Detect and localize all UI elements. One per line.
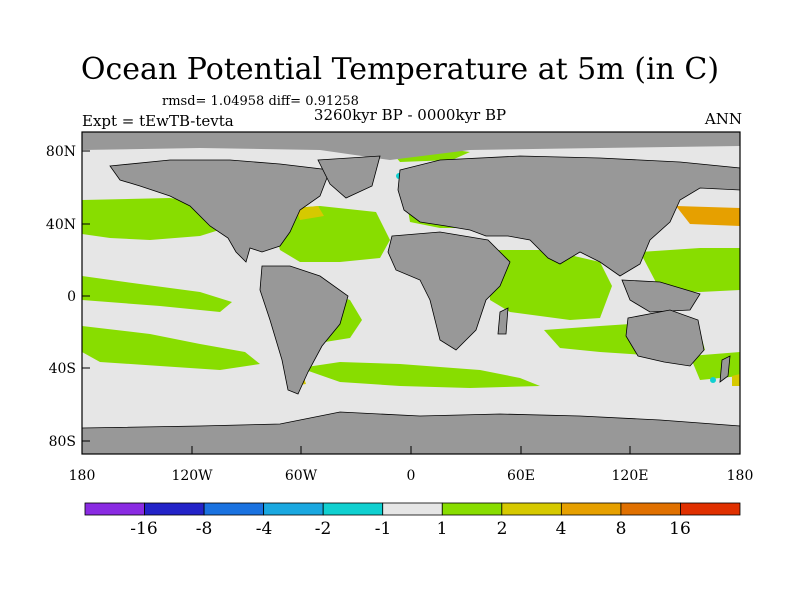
colorbar-label: -2	[315, 519, 332, 539]
anomaly-patch	[82, 326, 260, 370]
colorbar-label: 8	[616, 519, 627, 539]
lat-tick-label: 80S	[49, 434, 76, 450]
experiment-label: Expt = tEwTB-tevta	[82, 112, 234, 130]
colorbar-swatch	[501, 502, 562, 516]
map-title: Ocean Potential Temperature at 5m (in C)	[80, 52, 720, 87]
colorbar-label: 2	[497, 519, 508, 539]
anomaly-patch	[488, 250, 612, 320]
land-north-america	[109, 159, 331, 263]
land-greenland	[317, 155, 381, 199]
anomaly-patch	[732, 374, 740, 386]
colorbar-swatch	[560, 502, 622, 516]
lon-tick-label: 120E	[612, 468, 649, 484]
colorbar-labels: -16 -8 -4 -2 -1 1 2 4 8 16	[130, 519, 691, 539]
lon-tick-labels: 180 120W 60W 0 60E 120E 180	[69, 468, 754, 484]
anomaly-patch	[300, 362, 540, 388]
lon-tick-label: 180	[69, 468, 96, 484]
anomaly-patch	[82, 276, 232, 312]
lat-tick-label: 0	[67, 289, 76, 305]
anomaly-patch	[676, 206, 740, 226]
lat-axis	[82, 150, 90, 442]
land-new-zealand	[719, 355, 731, 383]
colorbar-label: -8	[196, 519, 213, 539]
lon-tick-label: 60E	[507, 468, 535, 484]
colorbar-label: -16	[130, 519, 157, 539]
land-layer	[81, 132, 741, 455]
colorbar-swatch	[322, 502, 384, 516]
colorbar-label: 1	[437, 519, 448, 539]
lat-tick-label: 40S	[49, 361, 76, 377]
colorbar-swatch	[441, 502, 503, 516]
colorbar-swatch	[203, 502, 265, 516]
colorbar-swatch	[144, 502, 205, 516]
colorbar-label: -4	[256, 519, 273, 539]
anomaly-patch	[265, 206, 390, 262]
colorbar-swatch	[680, 502, 741, 516]
lon-tick-label: 60W	[285, 468, 318, 484]
colorbar-label: -1	[375, 519, 392, 539]
colorbar-swatch	[620, 502, 681, 516]
anomaly-patch	[710, 377, 716, 383]
lon-tick-label: 0	[407, 468, 416, 484]
lon-tick-label: 180	[727, 468, 754, 484]
colorbar-label: 16	[669, 519, 691, 539]
lon-tick-label: 120W	[171, 468, 213, 484]
land-south-america	[259, 265, 349, 395]
colorbar	[84, 502, 741, 516]
colorbar-swatch	[382, 502, 443, 516]
colorbar-swatch	[84, 502, 145, 516]
land-madagascar	[497, 307, 509, 335]
lat-tick-label: 80N	[46, 144, 76, 160]
colorbar-label: 4	[556, 519, 567, 539]
lat-tick-label: 40N	[46, 217, 76, 233]
lat-tick-labels: 80N 40N 0 40S 80S	[46, 144, 76, 450]
stats-label: rmsd= 1.04958 diff= 0.91258	[162, 94, 359, 109]
season-label: ANN	[704, 110, 742, 128]
land-africa	[387, 231, 511, 351]
period-label: 3260kyr BP - 0000kyr BP	[313, 106, 507, 124]
anomaly-patch	[296, 206, 324, 220]
colorbar-swatch	[263, 502, 324, 516]
land-eurasia	[397, 155, 741, 277]
lon-axis	[81, 446, 741, 454]
land-arctic-band	[82, 132, 740, 160]
anomaly-patch	[640, 248, 740, 292]
land-australia	[625, 309, 705, 367]
land-maritime	[621, 279, 701, 313]
